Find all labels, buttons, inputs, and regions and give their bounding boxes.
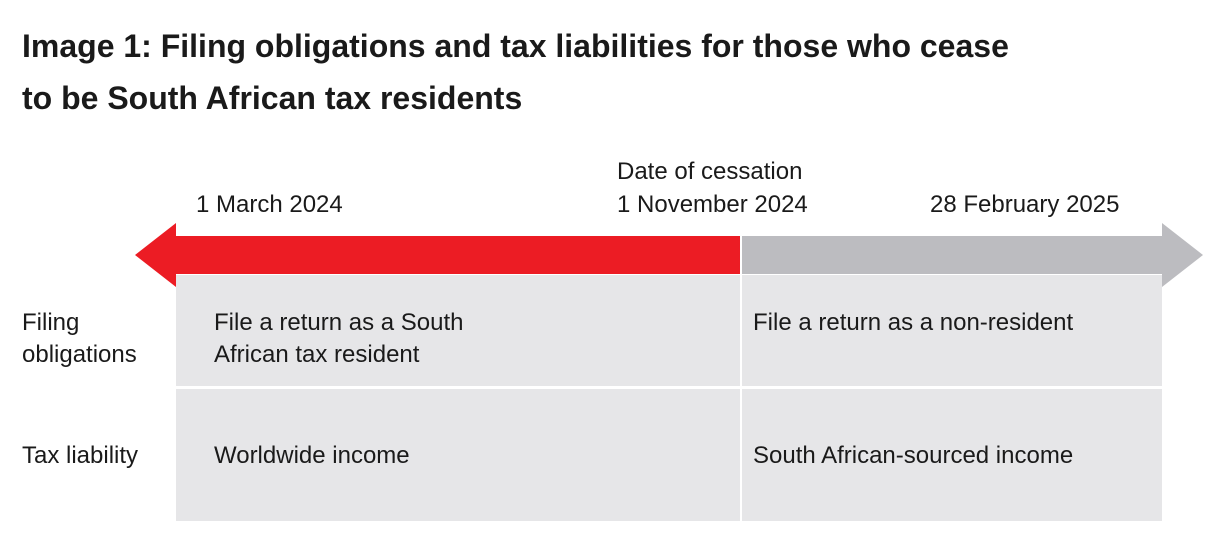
resident-period-arrow bbox=[135, 223, 740, 287]
cell-filing-resident bbox=[176, 275, 740, 386]
filing-non-resident-text: File a return as a non-resident bbox=[753, 309, 1074, 336]
tax-resident-text: Worldwide income bbox=[214, 442, 410, 469]
cell-tax-non-resident bbox=[742, 389, 1162, 521]
row-label-tax-liability: Tax liability bbox=[22, 442, 139, 469]
filing-resident-text: File a return as a South African tax res… bbox=[214, 309, 464, 368]
cessation-date-label: 1 November 2024 bbox=[617, 191, 808, 218]
page-title: Image 1: Filing obligations and tax liab… bbox=[22, 28, 1009, 116]
cell-filing-non-resident bbox=[742, 275, 1162, 386]
row-label-filing-obligations: Filing obligations bbox=[22, 309, 137, 368]
tax-non-resident-text: South African-sourced income bbox=[753, 442, 1074, 469]
cell-tax-resident bbox=[176, 389, 740, 521]
start-date-label: 1 March 2024 bbox=[196, 191, 343, 218]
non-resident-period-arrow bbox=[742, 223, 1203, 287]
cessation-label: Date of cessation bbox=[617, 158, 803, 185]
end-date-label: 28 February 2025 bbox=[930, 191, 1120, 218]
timeline-arrow bbox=[135, 223, 1203, 287]
